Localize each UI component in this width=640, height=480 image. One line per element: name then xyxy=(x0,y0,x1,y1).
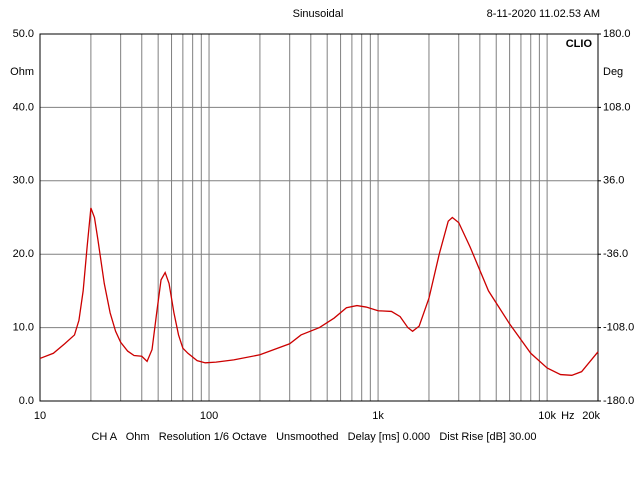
x-tick-label: 10k xyxy=(538,410,556,422)
x-tick-label: 20k xyxy=(582,410,600,422)
y-tick-label: 0.0 xyxy=(19,395,34,407)
y-tick-label: 40.0 xyxy=(13,101,34,113)
plot-frame xyxy=(39,33,599,402)
brand: CLIO xyxy=(566,38,593,50)
y2-tick-label: 180.0 xyxy=(603,28,631,40)
x-tick-label: 1k xyxy=(372,410,384,422)
y2-tick-label: -108.0 xyxy=(603,322,634,334)
y2-tick-label: -180.0 xyxy=(603,395,634,407)
x-tick-label: 10 xyxy=(34,410,46,422)
x-unit: Hz xyxy=(561,410,574,422)
y2-tick-label: -36.0 xyxy=(603,248,628,260)
chart-title: Sinusoidal xyxy=(293,8,344,20)
footer: CH A Ohm Resolution 1/6 Octave Unsmoothe… xyxy=(91,431,536,443)
impedance-curve xyxy=(39,207,599,376)
y2-tick-label: 108.0 xyxy=(603,101,631,113)
y-tick-label: 50.0 xyxy=(13,28,34,40)
y2-unit: Deg xyxy=(603,66,623,78)
y-tick-label: 30.0 xyxy=(13,175,34,187)
y-unit: Ohm xyxy=(10,66,34,78)
timestamp: 8-11-2020 11.02.53 AM xyxy=(487,8,600,20)
y-tick-label: 20.0 xyxy=(13,248,34,260)
y-tick-label: 10.0 xyxy=(13,322,34,334)
x-tick-label: 100 xyxy=(200,410,218,422)
y2-tick-label: 36.0 xyxy=(603,175,624,187)
